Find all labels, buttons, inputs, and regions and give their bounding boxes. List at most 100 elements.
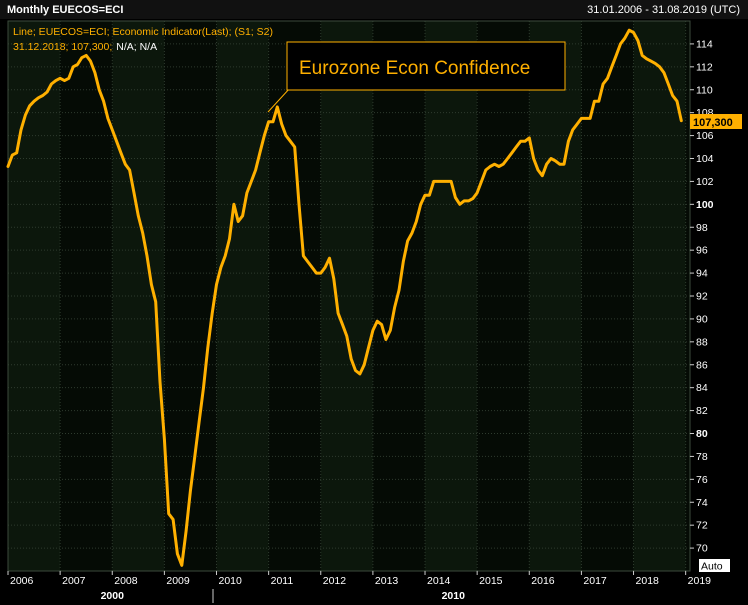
data-point (328, 257, 331, 259)
data-point (658, 66, 661, 68)
data-point (228, 237, 231, 240)
data-point (376, 320, 379, 323)
y-tick-label: 74 (696, 497, 708, 509)
data-point (363, 363, 366, 366)
data-point (215, 283, 218, 286)
y-tick-label: 112 (696, 61, 713, 73)
x-tick-label: 2016 (531, 575, 555, 587)
data-point (571, 129, 574, 131)
data-point (172, 518, 174, 521)
data-point (293, 146, 296, 148)
data-point (680, 119, 683, 122)
data-point (94, 71, 96, 74)
x-tick-label: 2010 (219, 575, 243, 587)
data-point (467, 200, 470, 202)
data-point (298, 203, 300, 206)
legend-na: N/A; N/A (116, 41, 157, 53)
x-tick-label: 2007 (62, 575, 86, 587)
data-point (524, 140, 526, 143)
data-point (341, 323, 344, 326)
callout-box (286, 41, 566, 91)
x-decade-label: 2000 (101, 590, 125, 602)
data-point (437, 180, 439, 183)
data-point (54, 79, 57, 82)
data-point (120, 151, 122, 154)
y-tick-label: 104 (696, 153, 714, 165)
y-tick-label: 72 (696, 520, 708, 532)
data-point (528, 137, 531, 139)
data-point (406, 240, 409, 242)
data-point (480, 180, 483, 183)
data-point (154, 300, 157, 303)
data-point (46, 91, 48, 93)
data-point (211, 312, 213, 314)
x-tick-label: 2013 (375, 575, 399, 587)
data-point (24, 114, 27, 116)
data-point (372, 329, 374, 332)
data-point (519, 140, 522, 143)
x-tick-label: 2019 (688, 575, 712, 587)
data-point (85, 54, 87, 57)
data-point (233, 203, 235, 206)
data-point (163, 438, 166, 441)
legend-line-1: Line; EUECOS=ECI; Economic Indicator(Las… (13, 26, 273, 38)
data-point (515, 146, 518, 148)
data-point (628, 29, 630, 31)
x-decade-label: 2010 (442, 590, 466, 602)
data-point (102, 100, 105, 103)
data-point (180, 564, 183, 567)
date-range: 31.01.2006 - 31.08.2019 (UTC) (587, 4, 740, 16)
data-point (676, 100, 678, 103)
y-tick-label: 76 (696, 474, 708, 486)
data-point (202, 386, 205, 389)
data-point (485, 169, 487, 171)
data-point (337, 312, 339, 314)
header-bar (0, 0, 748, 19)
data-point (667, 83, 670, 85)
x-tick-label: 2017 (583, 575, 607, 587)
x-tick-label: 2008 (114, 575, 138, 587)
x-tick-label: 2015 (479, 575, 503, 587)
data-point (124, 163, 127, 166)
data-point (185, 530, 187, 532)
data-point (250, 180, 253, 183)
data-point (463, 200, 465, 202)
data-point (619, 43, 622, 45)
data-point (150, 283, 153, 286)
data-point (589, 117, 591, 120)
data-point (241, 214, 244, 217)
data-point (493, 163, 496, 166)
data-point (654, 62, 657, 65)
auto-button[interactable] (699, 559, 730, 572)
x-tick-label: 2014 (427, 575, 451, 587)
data-point (650, 60, 652, 62)
data-point (224, 255, 226, 257)
data-point (389, 329, 392, 332)
data-point (354, 369, 357, 372)
data-point (111, 129, 114, 131)
chart-title: Monthly EUECOS=ECI (7, 4, 123, 16)
data-point (476, 192, 478, 194)
x-tick-label: 2006 (10, 575, 34, 587)
data-point (637, 39, 639, 42)
data-point (198, 421, 200, 423)
data-point (411, 232, 413, 234)
data-point (207, 346, 209, 349)
data-point (593, 100, 596, 103)
data-point (393, 306, 396, 309)
data-point (15, 151, 18, 154)
y-tick-label: 110 (696, 84, 713, 96)
series-line (6, 28, 683, 567)
data-point (128, 169, 131, 171)
data-point (319, 272, 322, 274)
data-point (324, 266, 326, 269)
y-tick-label: 94 (696, 268, 708, 280)
y-tick-label: 102 (696, 176, 714, 188)
callout-leader (267, 87, 291, 113)
data-point (315, 272, 318, 274)
data-point (98, 88, 101, 91)
data-point (441, 180, 444, 183)
data-point (285, 134, 287, 137)
data-point (246, 192, 248, 194)
